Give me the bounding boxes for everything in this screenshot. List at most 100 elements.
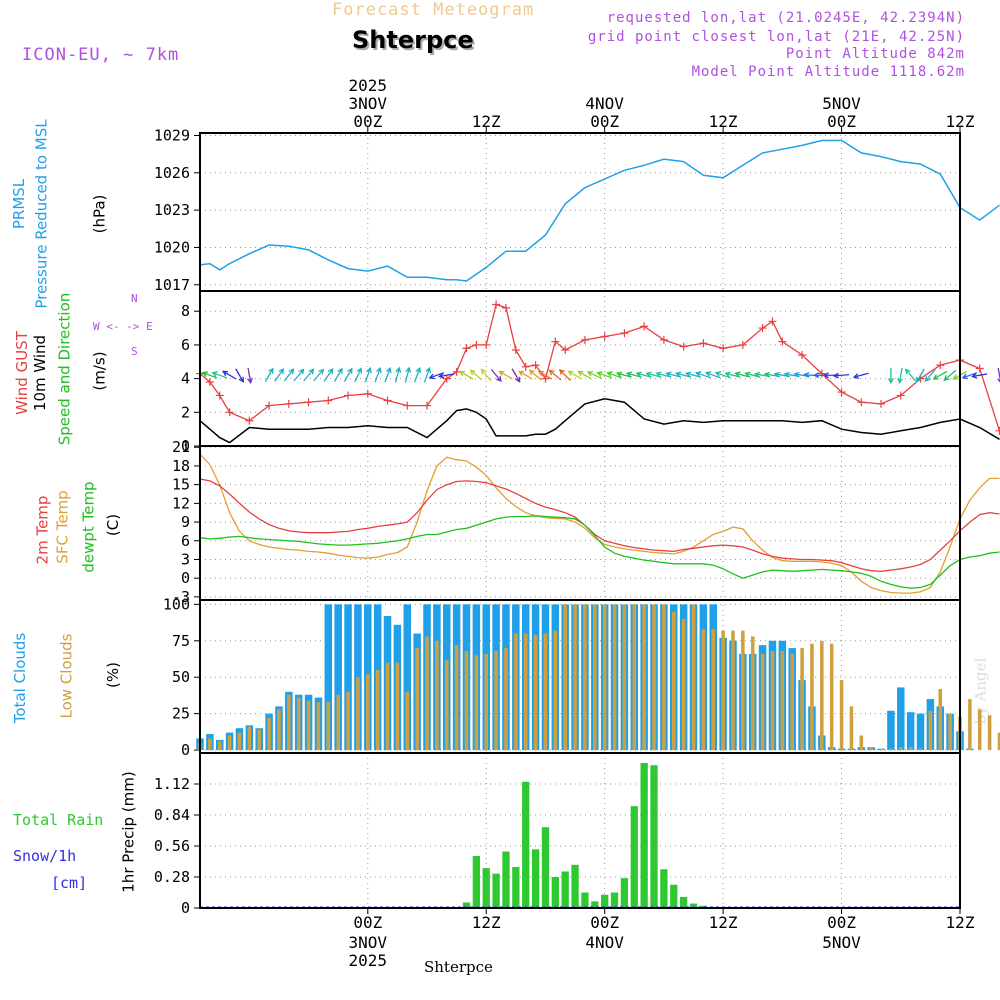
- y-tick-label: 8: [181, 302, 190, 320]
- station-title: Shterpce: [352, 26, 474, 54]
- rain-bar: [601, 894, 609, 908]
- rain-bar: [492, 873, 500, 908]
- y-tick-label: -3: [172, 588, 190, 606]
- total-cloud-bar: [354, 604, 362, 751]
- gust-marker: [383, 396, 392, 405]
- y-tick-label: 3: [181, 550, 190, 568]
- gust-marker: [324, 396, 333, 405]
- wind-arrow: [997, 367, 1000, 383]
- wind-arrow: [374, 366, 382, 383]
- wind-arrow: [558, 368, 571, 382]
- low-cloud-bar: [810, 643, 814, 751]
- gust-marker: [798, 351, 807, 360]
- low-cloud-bar: [375, 669, 380, 751]
- wind-arrow: [924, 369, 936, 383]
- low-cloud-bar: [494, 651, 498, 751]
- low-cloud-bar: [889, 748, 893, 751]
- gust-marker: [452, 367, 461, 376]
- wind-arrow: [423, 366, 431, 383]
- y-tick-label: 15: [172, 476, 190, 494]
- gust-marker: [245, 416, 254, 425]
- gust-marker: [265, 401, 274, 410]
- y-tick-label: 21: [172, 438, 190, 456]
- wind-arrow: [480, 368, 492, 382]
- wind-arrow: [961, 372, 978, 380]
- gust-marker: [472, 340, 481, 349]
- panel-frame: [199, 752, 961, 909]
- gust-marker: [975, 364, 984, 373]
- wind-arrow: [684, 371, 701, 378]
- grid-point-coords: grid point closest lon,lat (21E, 42.25N): [587, 29, 965, 45]
- low-cloud-bar: [385, 662, 390, 751]
- low-cloud-bar: [829, 643, 834, 751]
- low-cloud-bar: [277, 709, 281, 751]
- date-label-bottom: 5NOV: [822, 933, 861, 952]
- y-tick-label: 50: [172, 668, 190, 686]
- gust-marker: [482, 340, 491, 349]
- rain-bar: [610, 892, 619, 908]
- gust-marker: [857, 398, 866, 407]
- gust-marker: [580, 335, 589, 344]
- low-cloud-bar: [425, 636, 429, 751]
- low-cloud-bar: [938, 688, 943, 751]
- total-cloud-bar: [344, 604, 352, 751]
- total-cloud-bar: [403, 604, 412, 751]
- low-cloud-bar: [622, 604, 627, 751]
- low-cloud-bar: [642, 604, 646, 751]
- low-cloud-bar: [760, 653, 765, 751]
- rain-bar: [551, 877, 559, 908]
- panel-clouds: 0 25 50 75 100: [163, 595, 1000, 759]
- wind-arrow: [303, 368, 315, 382]
- low-cloud-bar: [593, 604, 597, 751]
- wind-arrow: [428, 372, 445, 380]
- gust-marker: [640, 322, 649, 331]
- wind-arrow: [625, 371, 642, 378]
- rain-bar: [472, 855, 481, 908]
- y-tick-label: 12: [172, 494, 190, 512]
- total-cloud-bar: [916, 713, 925, 751]
- rain-bar: [482, 868, 490, 908]
- wind-arrow: [932, 370, 948, 380]
- gust-marker: [837, 388, 846, 397]
- low-cloud-bar: [859, 735, 864, 751]
- wind-arrow: [293, 368, 305, 382]
- low-cloud-bar: [790, 653, 794, 751]
- wind-arrow: [211, 371, 228, 379]
- date-label-top: 3NOV: [349, 94, 388, 113]
- low-cloud-bar: [474, 655, 479, 751]
- low-cloud-bar: [237, 732, 242, 751]
- low-cloud-bar: [464, 651, 469, 751]
- low-cloud-bar: [711, 629, 716, 751]
- gust-marker: [896, 391, 905, 400]
- wind-arrow: [943, 369, 957, 381]
- y-tick-label: 0.84: [154, 806, 190, 824]
- low-cloud-bar: [820, 640, 824, 751]
- x-tick-label-top: 12Z: [709, 112, 738, 131]
- rain-bar: [581, 892, 589, 908]
- low-cloud-bar: [800, 648, 804, 751]
- gust-marker: [936, 361, 945, 370]
- y-tick-label: 0: [181, 741, 190, 759]
- wind-arrow: [221, 370, 237, 380]
- low-cloud-bar: [948, 713, 952, 751]
- date-label-bottom: 4NOV: [585, 933, 624, 952]
- low-cloud-bar: [208, 738, 212, 751]
- gust-marker: [817, 369, 826, 378]
- wind-arrow: [606, 371, 622, 379]
- low-cloud-bar: [701, 629, 706, 751]
- gust-marker: [521, 362, 530, 371]
- gust-marker: [205, 377, 214, 386]
- wind-arrow: [511, 368, 521, 383]
- wind-arrow: [413, 366, 422, 383]
- low-cloud-bar: [839, 680, 844, 751]
- y-tick-label: 0.56: [154, 837, 190, 855]
- rain-bar: [650, 765, 658, 908]
- low-cloud-bar: [444, 659, 449, 751]
- y-tick-label: 0: [181, 569, 190, 587]
- wind-arrow: [916, 368, 925, 383]
- y-tick-label: 18: [172, 457, 190, 475]
- low-cloud-bar: [691, 604, 696, 751]
- x-tick-label-top: 00Z: [353, 112, 382, 131]
- gust-marker: [284, 399, 293, 408]
- y-tick-label: 100: [163, 595, 190, 613]
